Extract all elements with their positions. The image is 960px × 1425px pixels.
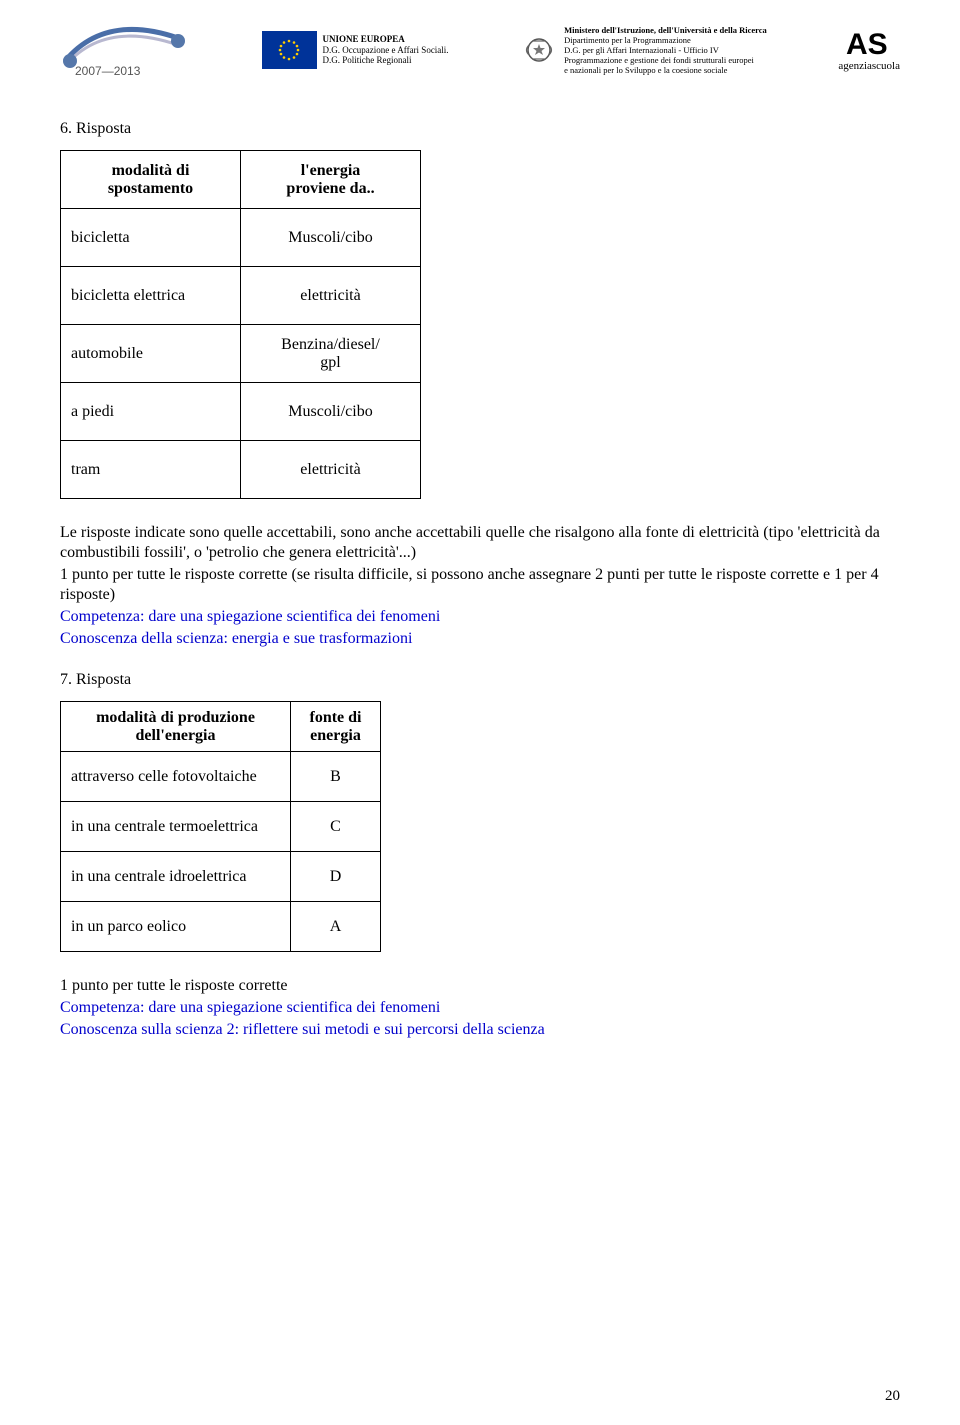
cell-mode: bicicletta — [61, 209, 241, 267]
section7-para3: Conoscenza sulla scienza 2: riflettere s… — [60, 1020, 900, 1040]
cell-mode: in una centrale idroelettrica — [61, 852, 291, 902]
header-line: dell'energia — [136, 727, 216, 744]
table-row: in una centrale idroelettrica D — [61, 852, 381, 902]
it-line: e nazionali per lo Sviluppo e la coesion… — [564, 65, 767, 75]
table-row: bicicletta elettrica elettricità — [61, 267, 421, 325]
eu-text: UNIONE EUROPEA D.G. Occupazione e Affari… — [323, 34, 449, 66]
section7-para1: 1 punto per tutte le risposte corrette — [60, 976, 900, 996]
table-row: tram elettricità — [61, 441, 421, 499]
cell-source: elettricità — [241, 267, 421, 325]
table-row: modalità di spostamento l'energia provie… — [61, 151, 421, 209]
cell-mode: automobile — [61, 325, 241, 383]
table-header: l'energia proviene da.. — [241, 151, 421, 209]
svg-text:2007—2013: 2007—2013 — [75, 64, 141, 78]
section-7-title: 7. Risposta — [60, 671, 900, 689]
cell-source: elettricità — [241, 441, 421, 499]
table-row: bicicletta Muscoli/cibo — [61, 209, 421, 267]
header-line: l'energia — [301, 162, 361, 179]
cell-source: C — [291, 802, 381, 852]
table-row: in un parco eolico A — [61, 902, 381, 952]
table-row: in una centrale termoelettrica C — [61, 802, 381, 852]
table-row: modalità di produzione dell'energia font… — [61, 702, 381, 752]
eu-flag-icon — [262, 31, 317, 69]
section6-para3: Competenza: dare una spiegazione scienti… — [60, 607, 900, 627]
table-row: automobile Benzina/diesel/ gpl — [61, 325, 421, 383]
cell-source: D — [291, 852, 381, 902]
section7-para2: Competenza: dare una spiegazione scienti… — [60, 998, 900, 1018]
cell-source: Benzina/diesel/ gpl — [241, 325, 421, 383]
as-logo-icon: AS — [844, 28, 894, 60]
italy-emblem-icon — [520, 31, 558, 69]
page-number: 20 — [885, 1388, 900, 1405]
header-line: energia — [310, 727, 361, 744]
it-line: Ministero dell'Istruzione, dell'Universi… — [564, 25, 767, 35]
cell-source: Muscoli/cibo — [241, 383, 421, 441]
cell-source: B — [291, 752, 381, 802]
cell-mode: a piedi — [61, 383, 241, 441]
table-header: fonte di energia — [291, 702, 381, 752]
table-row: a piedi Muscoli/cibo — [61, 383, 421, 441]
cell-mode: bicicletta elettrica — [61, 267, 241, 325]
it-line: Dipartimento per la Programmazione — [564, 35, 767, 45]
logo-pon: 2007—2013 — [60, 23, 190, 78]
cell-mode: in un parco eolico — [61, 902, 291, 952]
svg-text:AS: AS — [846, 28, 888, 60]
cell-source: A — [291, 902, 381, 952]
italy-text: Ministero dell'Istruzione, dell'Universi… — [564, 25, 767, 76]
section6-para2: 1 punto per tutte le risposte corrette (… — [60, 565, 900, 605]
document-header: 2007—2013 UNIONE EUROPEA D.G. Occupazion… — [60, 20, 900, 80]
section6-para4: Conoscenza della scienza: energia e sue … — [60, 629, 900, 649]
cell-source: Muscoli/cibo — [241, 209, 421, 267]
table-header: modalità di produzione dell'energia — [61, 702, 291, 752]
logo-italy: Ministero dell'Istruzione, dell'Universi… — [520, 25, 767, 76]
table-header: modalità di spostamento — [61, 151, 241, 209]
table-row: attraverso celle fotovoltaiche B — [61, 752, 381, 802]
eu-line: D.G. Occupazione e Affari Sociali. — [323, 45, 449, 56]
cell-mode: attraverso celle fotovoltaiche — [61, 752, 291, 802]
logo-agenziascuola: AS agenziascuola — [838, 28, 900, 72]
section-6-title: 6. Risposta — [60, 120, 900, 138]
it-line: Programmazione e gestione dei fondi stru… — [564, 55, 767, 65]
eu-line: D.G. Politiche Regionali — [323, 55, 449, 66]
table-transport-energy: modalità di spostamento l'energia provie… — [60, 150, 421, 499]
section6-para1: Le risposte indicate sono quelle accetta… — [60, 523, 900, 563]
cell-mode: in una centrale termoelettrica — [61, 802, 291, 852]
table-energy-production: modalità di produzione dell'energia font… — [60, 701, 381, 952]
header-line: modalità di produzione — [96, 709, 255, 726]
eu-title: UNIONE EUROPEA — [323, 34, 449, 45]
header-line: fonte di — [310, 709, 362, 726]
logo-eu: UNIONE EUROPEA D.G. Occupazione e Affari… — [262, 31, 449, 69]
it-line: D.G. per gli Affari Internazionali - Uff… — [564, 45, 767, 55]
header-line: proviene da.. — [286, 180, 374, 197]
pon-arc-icon: 2007—2013 — [60, 23, 190, 78]
as-label: agenziascuola — [838, 60, 900, 72]
cell-mode: tram — [61, 441, 241, 499]
